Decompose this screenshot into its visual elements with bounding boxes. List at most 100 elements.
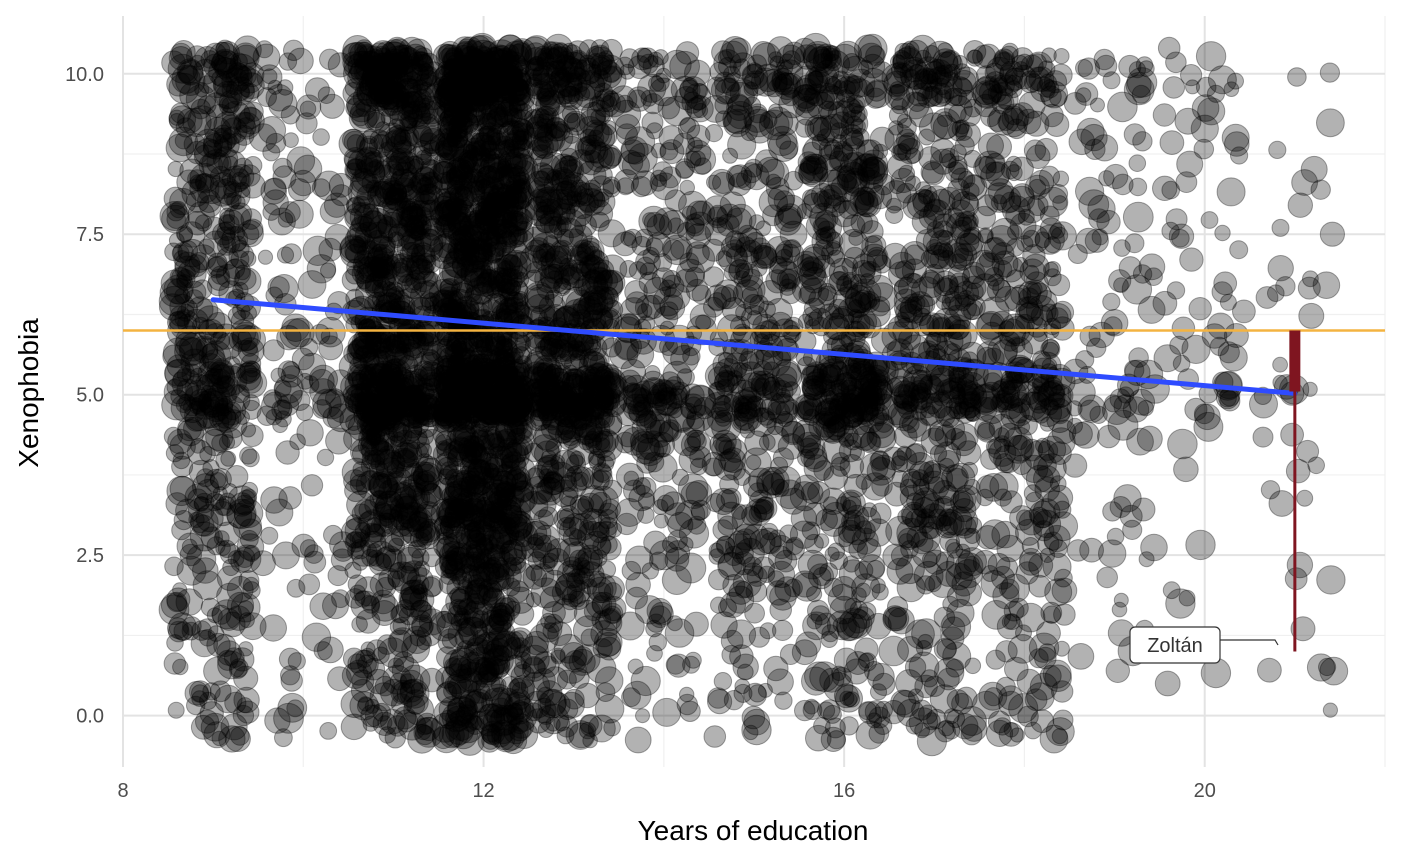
data-point — [510, 343, 533, 365]
data-point — [183, 416, 207, 441]
data-point — [687, 515, 707, 535]
data-point — [893, 296, 917, 320]
data-point — [492, 559, 510, 578]
data-point — [579, 714, 603, 737]
data-point — [989, 471, 1019, 501]
data-point — [402, 43, 429, 69]
data-point — [996, 676, 1016, 697]
data-point — [713, 672, 733, 691]
data-point — [535, 213, 555, 234]
data-point — [773, 72, 801, 101]
data-point — [385, 38, 412, 65]
data-point — [812, 567, 832, 586]
data-point — [232, 704, 255, 727]
data-point — [912, 478, 930, 496]
data-point — [1084, 228, 1109, 253]
data-point — [796, 431, 822, 457]
data-point — [679, 700, 701, 722]
data-point — [992, 279, 1011, 299]
data-point — [330, 548, 354, 572]
data-point — [1044, 112, 1070, 137]
data-point — [507, 387, 534, 414]
data-point — [349, 473, 371, 496]
major-grid — [122, 16, 1385, 767]
data-point — [503, 636, 526, 659]
data-point — [234, 264, 251, 281]
data-point — [394, 339, 425, 370]
data-point — [571, 564, 591, 585]
data-point — [1138, 253, 1166, 281]
data-point — [1028, 574, 1052, 598]
data-point — [220, 450, 237, 467]
data-point — [954, 232, 983, 262]
data-point — [1159, 130, 1185, 156]
data-point — [887, 83, 915, 111]
data-point — [874, 414, 894, 433]
data-point — [932, 114, 959, 140]
data-point — [406, 200, 434, 227]
data-point — [667, 529, 688, 551]
data-point — [1024, 688, 1048, 712]
data-point — [1040, 79, 1060, 99]
data-point — [593, 191, 610, 208]
data-point — [444, 76, 473, 105]
data-point — [451, 36, 479, 64]
data-point — [467, 73, 486, 92]
data-point — [1316, 565, 1346, 595]
data-point — [1260, 480, 1281, 500]
data-point — [579, 254, 606, 281]
data-point — [865, 402, 890, 427]
data-point — [524, 57, 549, 82]
data-point — [277, 212, 294, 228]
data-point — [552, 159, 582, 189]
data-point — [1113, 239, 1131, 257]
data-point — [508, 347, 524, 363]
data-point — [439, 334, 461, 355]
data-point — [1255, 286, 1279, 309]
data-point — [571, 341, 592, 361]
data-point — [345, 265, 365, 285]
data-point — [317, 636, 344, 664]
data-point — [356, 373, 386, 404]
data-point — [1098, 539, 1127, 568]
data-point — [274, 728, 293, 748]
data-point — [758, 300, 776, 319]
data-point — [901, 91, 930, 120]
data-point — [189, 367, 208, 387]
data-point — [400, 505, 428, 532]
data-point — [904, 656, 927, 678]
data-point — [237, 68, 263, 94]
data-point — [1053, 640, 1070, 657]
data-point — [564, 650, 587, 673]
data-point — [438, 550, 464, 575]
data-point — [373, 512, 398, 537]
data-point — [448, 83, 469, 104]
data-point — [1252, 426, 1274, 448]
data-point — [399, 429, 430, 461]
data-point — [167, 160, 184, 178]
data-point — [670, 239, 691, 260]
data-point — [501, 512, 521, 532]
data-point — [1106, 527, 1125, 546]
data-point — [240, 83, 260, 103]
data-point — [1257, 657, 1282, 683]
data-point — [539, 332, 570, 362]
data-point — [635, 249, 661, 276]
data-point — [1039, 205, 1060, 226]
data-point — [908, 102, 934, 128]
data-point — [218, 168, 236, 187]
data-point — [410, 174, 432, 196]
data-point — [818, 100, 838, 120]
data-point — [997, 114, 1015, 131]
data-point — [225, 62, 250, 87]
data-point — [328, 172, 354, 198]
data-point — [896, 113, 913, 129]
data-point — [386, 151, 412, 177]
data-point — [453, 363, 473, 383]
data-point — [1004, 395, 1020, 412]
data-point — [691, 284, 712, 305]
data-point — [1162, 76, 1186, 99]
data-point — [536, 454, 567, 484]
data-point — [479, 404, 501, 426]
